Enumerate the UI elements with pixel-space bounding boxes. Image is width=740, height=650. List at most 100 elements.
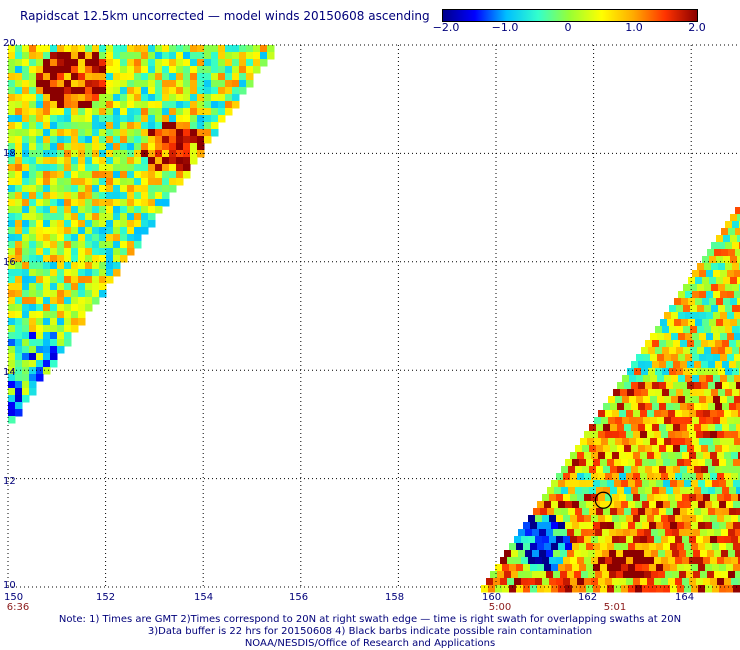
wind-cell: [22, 367, 30, 375]
wind-cell: [530, 543, 538, 551]
wind-cell: [50, 241, 58, 249]
wind-cell: [22, 395, 30, 403]
wind-cell: [120, 234, 128, 242]
wind-cell: [729, 466, 737, 474]
wind-cell: [141, 185, 149, 193]
wind-cell: [120, 80, 128, 88]
wind-cell: [610, 424, 618, 432]
wind-cell: [635, 480, 643, 488]
wind-cell: [8, 115, 16, 123]
wind-cell: [544, 543, 552, 551]
wind-cell: [162, 171, 170, 179]
wind-cell: [106, 276, 114, 284]
wind-cell: [127, 227, 135, 235]
wind-cell: [730, 277, 738, 285]
wind-cell: [720, 396, 728, 404]
wind-cell: [8, 269, 16, 277]
wind-cell: [190, 157, 198, 165]
wind-cell: [614, 585, 622, 593]
wind-cell: [715, 424, 723, 432]
wind-cell: [43, 80, 51, 88]
wind-cell: [560, 550, 568, 558]
wind-cell: [127, 52, 135, 60]
wind-cell: [190, 94, 198, 102]
wind-cell: [218, 66, 226, 74]
wind-cell: [507, 557, 515, 565]
wind-cell: [120, 59, 128, 67]
wind-cell: [605, 410, 613, 418]
wind-cell: [113, 45, 121, 53]
wind-cell: [85, 87, 93, 95]
wind-cell: [71, 150, 79, 158]
wind-cell: [734, 354, 740, 362]
wind-cell: [64, 220, 72, 228]
wind-cell: [598, 515, 606, 523]
wind-cell: [204, 94, 212, 102]
wind-cell: [694, 487, 702, 495]
wind-cell: [703, 578, 711, 586]
wind-cell: [525, 571, 533, 579]
wind-cell: [85, 220, 93, 228]
wind-cell: [652, 424, 660, 432]
wind-cell: [8, 129, 16, 137]
wind-cell: [148, 206, 156, 214]
wind-cell: [717, 452, 725, 460]
wind-cell: [22, 87, 30, 95]
wind-cell: [29, 276, 37, 284]
wind-cell: [726, 480, 734, 488]
wind-cell: [567, 550, 575, 558]
wind-cell: [127, 45, 135, 53]
wind-cell: [8, 234, 16, 242]
wind-cell: [22, 262, 30, 270]
wind-cell: [582, 445, 590, 453]
wind-cell: [50, 206, 58, 214]
wind-cell: [134, 115, 142, 123]
wind-cell: [120, 178, 128, 186]
wind-cell: [663, 480, 671, 488]
wind-cell: [29, 164, 37, 172]
wind-cell: [502, 585, 510, 593]
wind-cell: [36, 374, 44, 382]
wind-cell: [169, 52, 177, 60]
wind-cell: [664, 375, 672, 383]
wind-cell: [731, 431, 739, 439]
wind-cell: [15, 185, 23, 193]
wind-cell: [553, 550, 561, 558]
wind-cell: [162, 59, 170, 67]
wind-cell: [78, 122, 86, 130]
wind-cell: [575, 466, 583, 474]
wind-cell: [127, 87, 135, 95]
wind-cell: [488, 585, 496, 593]
wind-cell: [36, 311, 44, 319]
wind-cell: [535, 536, 543, 544]
wind-cell: [647, 578, 655, 586]
wind-cell: [22, 297, 30, 305]
wind-cell: [551, 501, 559, 509]
wind-cell: [697, 326, 705, 334]
wind-cell: [692, 417, 700, 425]
wind-cell: [689, 473, 697, 481]
wind-cell: [730, 298, 738, 306]
wind-cell: [717, 557, 725, 565]
wind-cell: [64, 185, 72, 193]
wind-cell: [36, 297, 44, 305]
wind-cell: [71, 311, 79, 319]
wind-cell: [106, 241, 114, 249]
wind-cell: [204, 87, 212, 95]
wind-cell: [92, 150, 100, 158]
wind-cell: [680, 445, 688, 453]
wind-cell: [22, 311, 30, 319]
wind-cell: [43, 220, 51, 228]
wind-cell: [43, 276, 51, 284]
wind-cell: [211, 94, 219, 102]
wind-cell: [99, 101, 107, 109]
wind-cell: [624, 487, 632, 495]
wind-cell: [64, 45, 72, 53]
wind-cell: [567, 571, 575, 579]
wind-cell: [29, 220, 37, 228]
wind-cell: [8, 339, 16, 347]
wind-cell: [612, 494, 620, 502]
wind-cell: [50, 318, 58, 326]
wind-cell: [43, 115, 51, 123]
y-tick-20: 20: [3, 38, 16, 49]
